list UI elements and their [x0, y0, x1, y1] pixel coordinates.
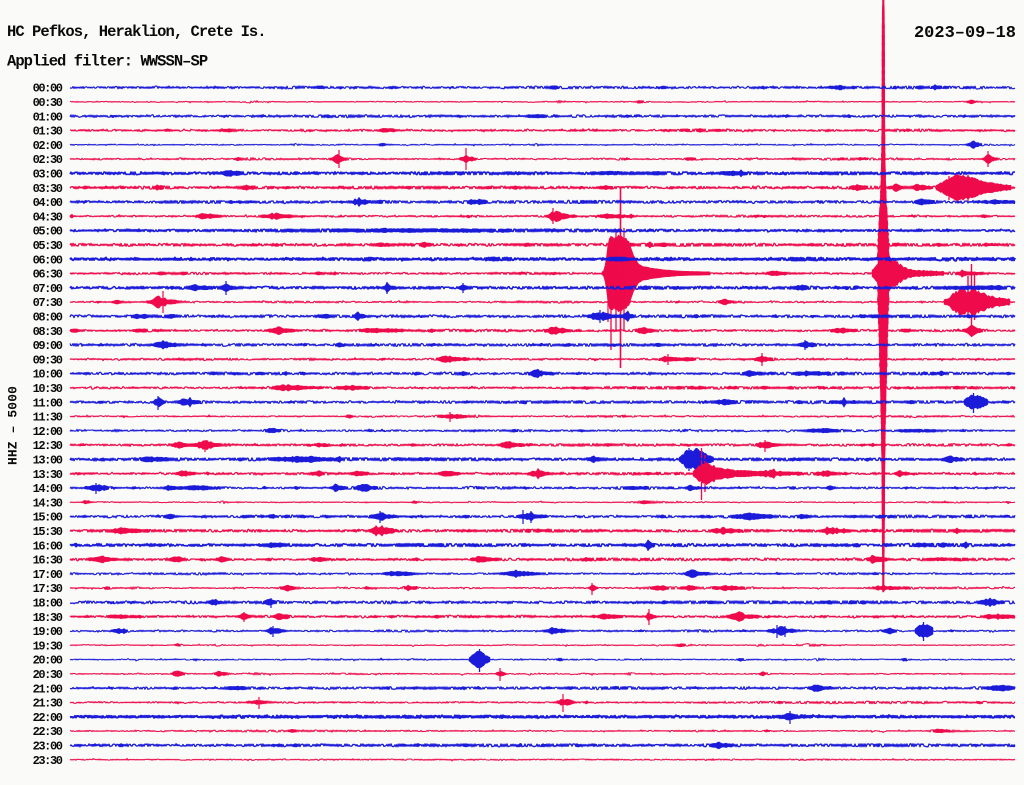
svg-text:07:30: 07:30 [33, 296, 63, 310]
svg-text:11:00: 11:00 [33, 396, 63, 410]
svg-text:00:30: 00:30 [33, 96, 63, 110]
svg-text:10:00: 10:00 [33, 368, 63, 382]
svg-text:07:00: 07:00 [33, 282, 63, 296]
svg-text:Applied filter: WWSSN–SP: Applied filter: WWSSN–SP [7, 53, 208, 71]
svg-text:19:30: 19:30 [33, 639, 63, 653]
svg-text:18:30: 18:30 [33, 611, 63, 625]
svg-text:20:00: 20:00 [33, 654, 63, 668]
svg-text:21:00: 21:00 [33, 682, 63, 696]
svg-text:06:30: 06:30 [33, 268, 63, 282]
svg-text:05:00: 05:00 [33, 225, 63, 239]
svg-text:03:30: 03:30 [33, 182, 63, 196]
svg-text:HC Pefkos, Heraklion, Crete Is: HC Pefkos, Heraklion, Crete Is. [7, 23, 266, 41]
svg-text:09:30: 09:30 [33, 353, 63, 367]
svg-text:01:00: 01:00 [33, 110, 63, 124]
svg-text:14:30: 14:30 [33, 496, 63, 510]
svg-text:17:00: 17:00 [33, 568, 63, 582]
svg-text:11:30: 11:30 [33, 411, 63, 425]
svg-text:01:30: 01:30 [33, 125, 63, 139]
svg-text:04:00: 04:00 [33, 196, 63, 210]
svg-text:23:30: 23:30 [33, 754, 63, 768]
svg-text:19:00: 19:00 [33, 625, 63, 639]
svg-text:16:00: 16:00 [33, 539, 63, 553]
svg-text:14:00: 14:00 [33, 482, 63, 496]
svg-text:02:00: 02:00 [33, 139, 63, 153]
svg-text:08:30: 08:30 [33, 325, 63, 339]
svg-text:HHZ – 5000: HHZ – 5000 [5, 386, 20, 465]
svg-text:13:00: 13:00 [33, 454, 63, 468]
svg-text:06:00: 06:00 [33, 253, 63, 267]
svg-text:09:00: 09:00 [33, 339, 63, 353]
svg-text:12:30: 12:30 [33, 439, 63, 453]
svg-text:08:00: 08:00 [33, 311, 63, 325]
svg-text:12:00: 12:00 [33, 425, 63, 439]
svg-text:02:30: 02:30 [33, 153, 63, 167]
svg-text:18:00: 18:00 [33, 597, 63, 611]
svg-text:00:00: 00:00 [33, 82, 63, 96]
svg-text:2023–09–18: 2023–09–18 [914, 24, 1016, 43]
svg-text:23:00: 23:00 [33, 740, 63, 754]
svg-text:22:00: 22:00 [33, 711, 63, 725]
svg-text:17:30: 17:30 [33, 582, 63, 596]
svg-text:13:30: 13:30 [33, 468, 63, 482]
svg-text:20:30: 20:30 [33, 668, 63, 682]
svg-text:04:30: 04:30 [33, 210, 63, 224]
svg-text:15:00: 15:00 [33, 511, 63, 525]
svg-text:03:00: 03:00 [33, 168, 63, 182]
svg-text:15:30: 15:30 [33, 525, 63, 539]
svg-text:21:30: 21:30 [33, 697, 63, 711]
svg-text:16:30: 16:30 [33, 554, 63, 568]
svg-text:22:30: 22:30 [33, 725, 63, 739]
svg-text:10:30: 10:30 [33, 382, 63, 396]
svg-text:05:30: 05:30 [33, 239, 63, 253]
